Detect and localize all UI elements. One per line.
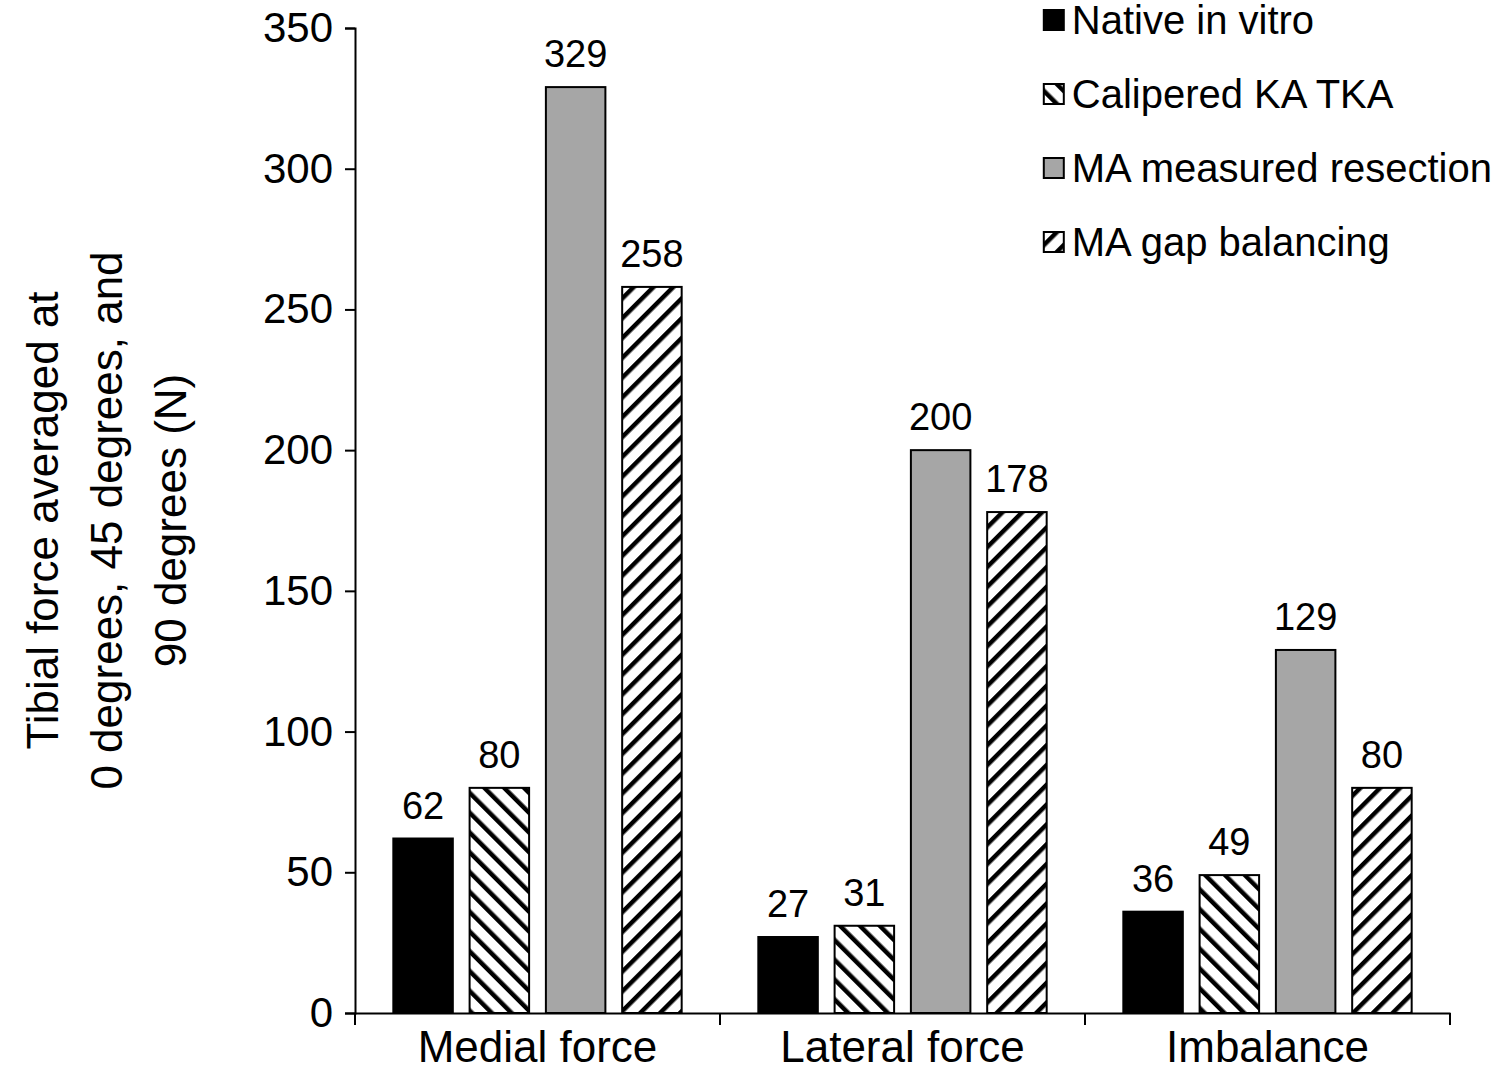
bar [622,287,682,1013]
tick-label: 100 [263,708,333,755]
data-label: 329 [544,33,607,75]
axis-line [345,29,356,1014]
chart: 62 27 36 80 31 49 329 200 129 258 178 80 0 50 100 150 20… [0,0,1500,1080]
category-separator [719,1013,721,1025]
axis-title: Tibial force averaged at [18,291,67,749]
y-axis-title: Tibial force averaged at 0 degrees, 45 de… [18,251,195,789]
tick-mark [345,872,355,874]
tick-label: 0 [310,989,333,1036]
bar [393,839,453,1013]
bar [470,788,530,1013]
bar [1200,875,1260,1013]
data-label: 27 [767,883,809,925]
bar [1123,912,1183,1013]
tick: 100 [263,708,355,755]
bar [1352,788,1412,1013]
axis-title: 90 degrees (N) [146,374,195,667]
legend: Native in vitro Calipered KA TKA MA measur… [1044,0,1492,264]
legend-swatch [1044,232,1064,252]
legend-swatch [1044,158,1064,178]
category-separator [1084,1013,1086,1025]
category-label: Lateral force [780,1022,1025,1071]
tick: 150 [263,567,355,614]
bar [1276,650,1336,1013]
data-label: 49 [1208,821,1250,863]
category-label: Imbalance [1166,1022,1369,1071]
tick-mark [345,450,355,452]
y-axis: 0 50 100 150 200 250 300 350 [263,4,356,1036]
bars [393,87,1411,1013]
bar [835,926,895,1013]
data-label: 80 [1361,734,1403,776]
legend-swatch [1044,84,1064,104]
data-label: 258 [620,233,683,275]
legend-label: MA measured resection [1072,146,1492,190]
bar [911,450,971,1013]
category-separator [1449,1013,1451,1025]
legend-label: Native in vitro [1072,0,1314,42]
bar [546,87,606,1013]
tick: Lateral force [780,1022,1025,1071]
axis-title: 0 degrees, 45 degrees, and [82,251,131,789]
tick-label: 150 [263,567,333,614]
axis-line [356,1013,1451,1015]
tick: 0 [310,989,355,1036]
data-label: 62 [402,785,444,827]
tick-label: 350 [263,4,333,51]
category-separator [354,1013,356,1025]
tick: 50 [286,848,355,895]
data-label: 129 [1274,596,1337,638]
data-label: 31 [843,872,885,914]
tick: Medial force [418,1022,658,1071]
x-axis: Medial force Lateral force Imbalance [355,1013,1451,1071]
legend-item: Calipered KA TKA [1044,72,1394,116]
legend-item: MA gap balancing [1044,220,1390,264]
tick: 250 [263,285,355,332]
tick: 200 [263,426,355,473]
category-label: Medial force [418,1022,658,1071]
legend-item: Native in vitro [1044,0,1314,42]
tick-mark [345,590,355,592]
data-label: 178 [985,458,1048,500]
legend-swatch [1044,10,1064,30]
bar [758,937,818,1013]
tick-mark [345,1013,355,1015]
legend-item: MA measured resection [1044,146,1492,190]
data-label: 200 [909,396,972,438]
bar [987,512,1047,1013]
tick: Imbalance [1166,1022,1369,1071]
data-label: 36 [1132,858,1174,900]
data-label: 80 [478,734,520,776]
tick-label: 300 [263,145,333,192]
legend-label: MA gap balancing [1072,220,1390,264]
tick-label: 250 [263,285,333,332]
tick-label: 200 [263,426,333,473]
tick: 350 [263,4,355,51]
tick-label: 50 [286,848,333,895]
tick-mark [345,28,355,30]
tick: 300 [263,145,355,192]
tick-mark [345,731,355,733]
legend-label: Calipered KA TKA [1072,72,1394,116]
tick-mark [345,309,355,311]
tick-mark [345,168,355,170]
